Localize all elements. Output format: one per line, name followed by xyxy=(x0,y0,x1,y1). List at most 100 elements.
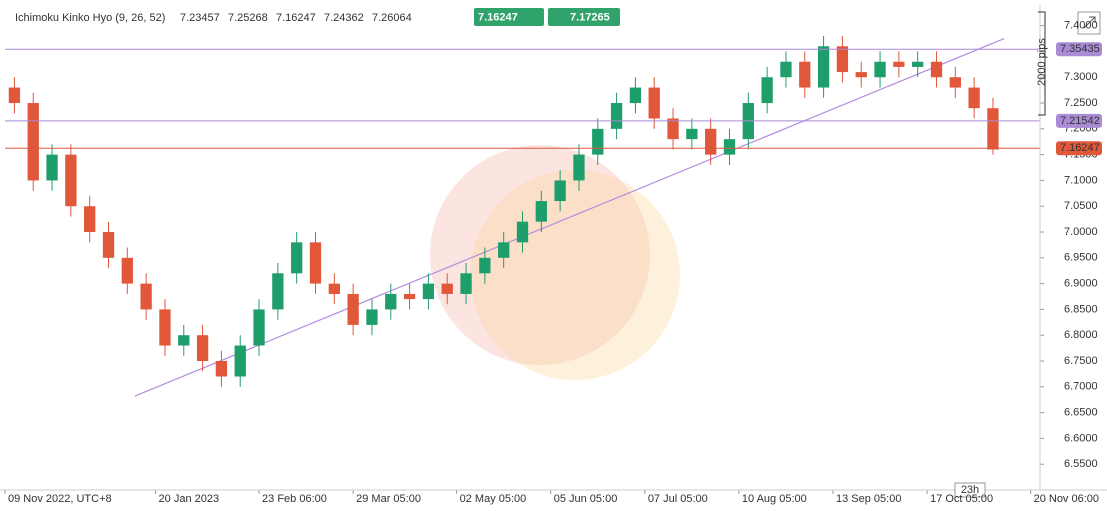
candle-body xyxy=(272,273,284,310)
timer: 23h xyxy=(961,484,979,496)
indicator-title: Ichimoku Kinko Hyo (9, 26, 52) xyxy=(15,12,165,24)
x-tick-label: 09 Nov 2022, UTC+8 xyxy=(8,493,112,505)
candle-body xyxy=(403,293,416,300)
candle-body xyxy=(498,242,510,258)
candle-body xyxy=(516,221,529,243)
candle-body xyxy=(385,293,397,310)
y-tick-label: 6.8000 xyxy=(1064,329,1098,341)
buy-button[interactable] xyxy=(548,8,620,26)
y-tick-label: 7.3000 xyxy=(1064,71,1098,83)
x-tick-label: 10 Aug 05:00 xyxy=(742,493,807,505)
candle-body xyxy=(592,128,604,155)
candle-body xyxy=(610,103,623,129)
indicator-value: 7.16247 xyxy=(276,12,316,24)
y-tick-label: 7.0000 xyxy=(1064,226,1098,238)
candle-body xyxy=(723,139,736,155)
indicator-value: 7.24362 xyxy=(324,12,364,24)
candle-body xyxy=(780,61,792,78)
candle-body xyxy=(291,242,303,274)
candle-body xyxy=(441,283,453,294)
price-label: 7.16247 xyxy=(1060,142,1100,154)
x-tick-label: 20 Nov 06:00 xyxy=(1034,493,1099,505)
y-tick-label: 7.2500 xyxy=(1064,97,1098,109)
candle-body xyxy=(874,61,886,78)
candle-body xyxy=(799,61,811,88)
indicator-value: 7.26064 xyxy=(372,12,412,24)
candle-body xyxy=(817,46,830,88)
candle-body xyxy=(573,154,585,181)
y-tick-label: 6.6500 xyxy=(1064,407,1098,419)
sell-price[interactable]: 7.16247 xyxy=(478,11,518,23)
x-tick-label: 13 Sep 05:00 xyxy=(836,493,901,505)
x-tick-label: 23 Feb 06:00 xyxy=(262,493,327,505)
candle-body xyxy=(912,61,924,67)
x-tick-label: 17 Oct 05:00 xyxy=(930,493,993,505)
candle-body xyxy=(761,77,773,104)
candle-body xyxy=(366,309,378,325)
y-tick-label: 6.9500 xyxy=(1064,252,1098,264)
candle-body xyxy=(422,283,435,300)
candle-body xyxy=(554,180,566,202)
candle-body xyxy=(8,87,21,104)
popout-icon xyxy=(1083,16,1096,29)
trend-line xyxy=(134,37,1005,397)
candle-body xyxy=(46,154,58,181)
buy-price[interactable]: 7.17265 xyxy=(570,11,610,23)
candle-body xyxy=(196,335,209,362)
candle-body xyxy=(253,309,265,346)
candle-body xyxy=(705,128,717,155)
x-tick-label: 29 Mar 05:00 xyxy=(356,493,421,505)
x-tick-label: 07 Jul 05:00 xyxy=(648,493,708,505)
candle-body xyxy=(667,118,679,140)
candle-body xyxy=(893,61,905,67)
candle-body xyxy=(65,154,77,207)
y-tick-label: 6.7000 xyxy=(1064,381,1098,393)
candle-body xyxy=(102,232,115,258)
price-label: 7.21542 xyxy=(1060,115,1100,127)
y-tick-label: 6.7500 xyxy=(1064,355,1098,367)
candle-body xyxy=(949,77,961,88)
candle-body xyxy=(347,293,359,325)
candle-body xyxy=(686,128,698,140)
y-tick-label: 6.6000 xyxy=(1064,432,1098,444)
sell-button[interactable] xyxy=(474,8,544,26)
candle-body xyxy=(309,242,322,284)
y-tick-label: 7.1000 xyxy=(1064,174,1098,186)
price-label-box xyxy=(1056,141,1102,156)
candle-body xyxy=(987,108,999,150)
candle-body xyxy=(930,61,943,78)
candle-body xyxy=(968,87,980,109)
watermark xyxy=(430,145,650,365)
candle-body xyxy=(27,103,39,181)
y-tick-label: 7.4000 xyxy=(1064,20,1098,32)
candle-body xyxy=(215,361,228,377)
candle-body xyxy=(479,257,491,274)
candle-body xyxy=(629,87,642,104)
indicator-value: 7.25268 xyxy=(228,12,268,24)
candle-body xyxy=(140,283,152,310)
x-tick-label: 02 May 05:00 xyxy=(460,493,527,505)
y-tick-label: 6.9000 xyxy=(1064,278,1098,290)
range-bracket xyxy=(1038,11,1046,116)
candle-body xyxy=(178,335,190,346)
candle-body xyxy=(84,206,96,233)
timer-box xyxy=(954,482,986,498)
candle-body xyxy=(836,46,849,73)
y-tick-label: 7.0500 xyxy=(1064,200,1098,212)
candle-body xyxy=(159,309,171,346)
range-label: 2000 pips xyxy=(1036,38,1048,86)
candle-body xyxy=(121,257,133,284)
y-tick-label: 6.5500 xyxy=(1064,458,1098,470)
indicator-value: 7.23457 xyxy=(180,12,220,24)
price-label: 7.35435 xyxy=(1060,43,1100,55)
y-tick-label: 6.8500 xyxy=(1064,303,1098,315)
watermark xyxy=(470,170,680,380)
x-tick-label: 20 Jan 2023 xyxy=(159,493,220,505)
candle-body xyxy=(328,283,340,294)
x-tick-label: 05 Jun 05:00 xyxy=(554,493,618,505)
candle-body xyxy=(648,87,660,119)
candle-body xyxy=(855,72,867,78)
price-label-box xyxy=(1056,113,1102,128)
